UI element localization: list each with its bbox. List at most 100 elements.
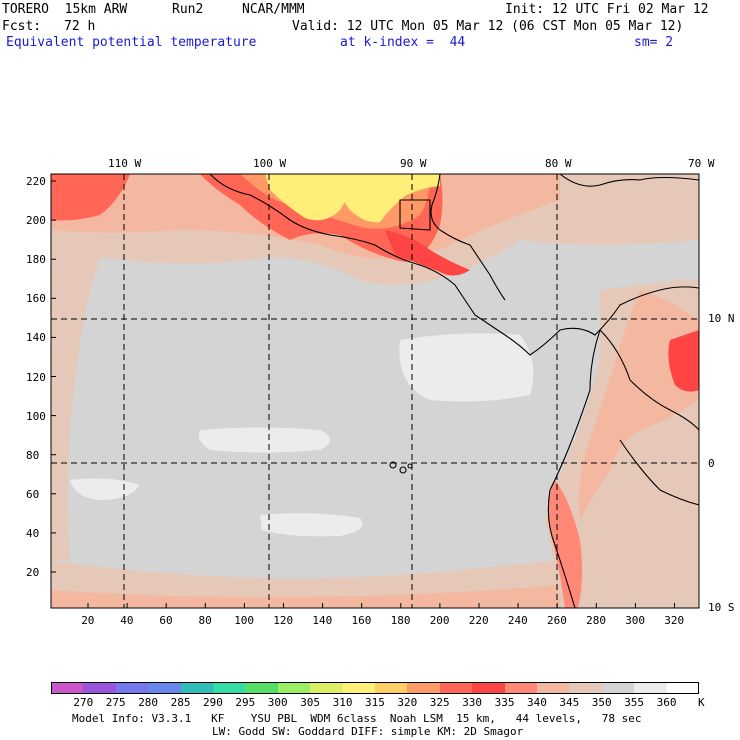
lat-label-10s: 10 S [708,601,735,614]
colorbar-value: 315 [365,696,385,709]
x-index-label: 240 [507,614,528,627]
colorbar-swatch [277,682,311,694]
colorbar-swatch [51,682,84,694]
colorbar-value: 355 [624,696,645,709]
field-355-360-patch-east [399,333,534,402]
lon-label-70w: 70 W [688,157,715,170]
y-index-label: 160 [26,292,46,306]
colorbar-value: 320 [397,696,418,709]
colorbar-swatch [115,682,149,694]
physics-info: LW: Godd SW: Goddard DIFF: simple KM: 2D… [212,725,524,738]
lat-label-0: 0 [708,457,715,470]
valid-time: Valid: 12 UTC Mon 05 Mar 12 (06 CST Mon … [292,19,684,34]
x-index-label: 260 [547,614,567,627]
field-name: Equivalent potential temperature [6,35,257,50]
colorbar-value: 305 [300,696,321,709]
colorbar-value: 300 [267,696,288,709]
y-index-label: 220 [26,175,46,188]
x-index-label: 200 [429,614,450,627]
colorbar-swatch [83,682,117,694]
y-index-label: 120 [26,370,46,384]
center-label: NCAR/MMM [242,2,305,17]
x-index-label: 180 [390,614,411,627]
field-340-345-south-band [51,585,560,608]
colorbar-swatch [666,682,700,694]
colorbar-swatch [634,682,668,694]
colorbar-swatch [148,682,182,694]
x-index-label: 280 [586,614,606,627]
colorbar-swatch [601,682,635,694]
colorbar-value: 360 [656,696,677,709]
x-index-label: 140 [312,614,333,627]
colorbar-swatch [375,682,408,694]
x-index-label: 20 [81,614,95,627]
field-345-350-west-band [51,174,120,560]
colorbar-value: 350 [591,696,612,709]
colorbar-swatch [342,682,376,694]
x-index-label: 100 [234,614,255,627]
x-index-label: 160 [351,614,372,627]
y-index-label: 200 [26,214,46,228]
y-index-label: 20 [26,566,40,579]
colorbar-swatch [439,682,473,694]
lon-label-80w: 80 W [545,157,572,170]
field-355-360-patch-west [70,478,140,500]
colorbar-value: 325 [429,696,450,709]
x-index-label: 40 [120,614,134,627]
level-label: at k-index = 44 [340,35,466,50]
forecast-hours: 72 h [64,19,96,34]
colorbar [51,682,700,694]
colorbar-swatch [504,682,538,694]
x-index-label: 80 [198,614,212,627]
colorbar-value: 335 [494,696,515,709]
colorbar-frame [51,682,699,694]
map-field [51,174,699,608]
graticule [51,174,699,608]
colorbar-value: 340 [527,696,547,709]
colorbar-value: 330 [462,696,483,709]
y-index-label: 100 [26,409,46,423]
colorbar-value: 270 [73,696,94,709]
colorbar-value: 310 [332,696,353,709]
run-label: Run2 [172,2,204,17]
lon-label-110w: 110 W [108,157,142,170]
field-335-340-central-america [385,230,470,276]
colorbar-swatch [180,682,214,694]
colorbar-value: 285 [170,696,191,709]
model-name: TORERO 15km ARW [2,2,128,17]
lon-label-90w: 90 W [400,157,427,170]
x-index-label: 320 [664,614,685,627]
y-index-label: 80 [26,448,40,462]
field-315-320-mexico-west [265,174,350,221]
forecast-label: Fcst: [2,19,42,34]
y-index-label: 40 [26,526,40,540]
colorbar-value: 275 [105,696,126,709]
lat-label-10n: 10 N [708,312,735,325]
colorbar-swatch [245,682,279,694]
field-330-335-northwest [51,174,130,221]
colorbar-swatch [213,682,246,694]
colorbar-swatch [407,682,441,694]
colorbar-value: 280 [138,696,159,709]
smoothing-label: sm= 2 [634,35,674,50]
field-355-360-patch-south [260,513,363,537]
field-335-340-colombia [668,330,699,392]
model-info: Model Info: V3.3.1 KF YSU PBL WDM 6class… [72,712,642,725]
x-index-label: 220 [468,614,489,627]
lon-label-100w: 100 W [253,157,287,170]
colorbar-swatch [537,682,570,694]
x-index-label: 120 [273,614,294,627]
plot-frame [50,173,700,609]
colorbar-swatch [569,682,603,694]
colorbar-swatch [310,682,344,694]
axis-ticks [51,180,675,608]
y-index-label: 140 [26,331,46,345]
init-time: Init: 12 UTC Fri 02 Mar 12 [505,2,709,17]
x-index-label: 300 [625,614,646,627]
colorbar-value: 295 [235,696,256,709]
colorbar-value: 345 [559,696,580,709]
coastlines [209,174,699,608]
field-340-andes [548,480,583,608]
y-index-label: 180 [26,253,46,267]
